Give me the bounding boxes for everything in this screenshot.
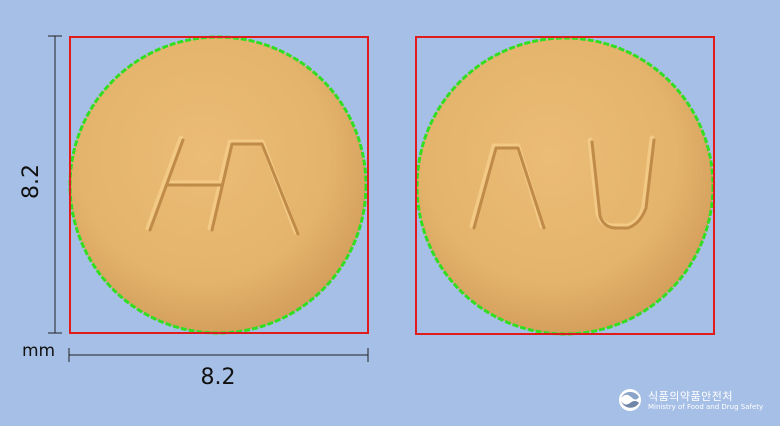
tablet-back <box>415 36 715 336</box>
mfds-emblem-icon <box>619 389 641 411</box>
imprint-back <box>469 135 656 230</box>
width-dimension <box>68 348 369 362</box>
bbox-front <box>69 36 369 334</box>
height-label: 8.2 <box>19 164 44 199</box>
watermark-korean: 식품의약품안전처 <box>648 390 733 403</box>
mfds-watermark: 식품의약품안전처 Ministry of Food and Drug Safet… <box>618 386 768 416</box>
height-dimension <box>48 35 62 334</box>
bbox-back <box>415 36 715 335</box>
width-label: 8.2 <box>200 365 236 390</box>
watermark-english: Ministry of Food and Drug Safety <box>648 403 764 411</box>
tablet-front <box>68 35 369 335</box>
unit-label: mm <box>22 341 56 361</box>
imprint-front <box>145 135 300 236</box>
